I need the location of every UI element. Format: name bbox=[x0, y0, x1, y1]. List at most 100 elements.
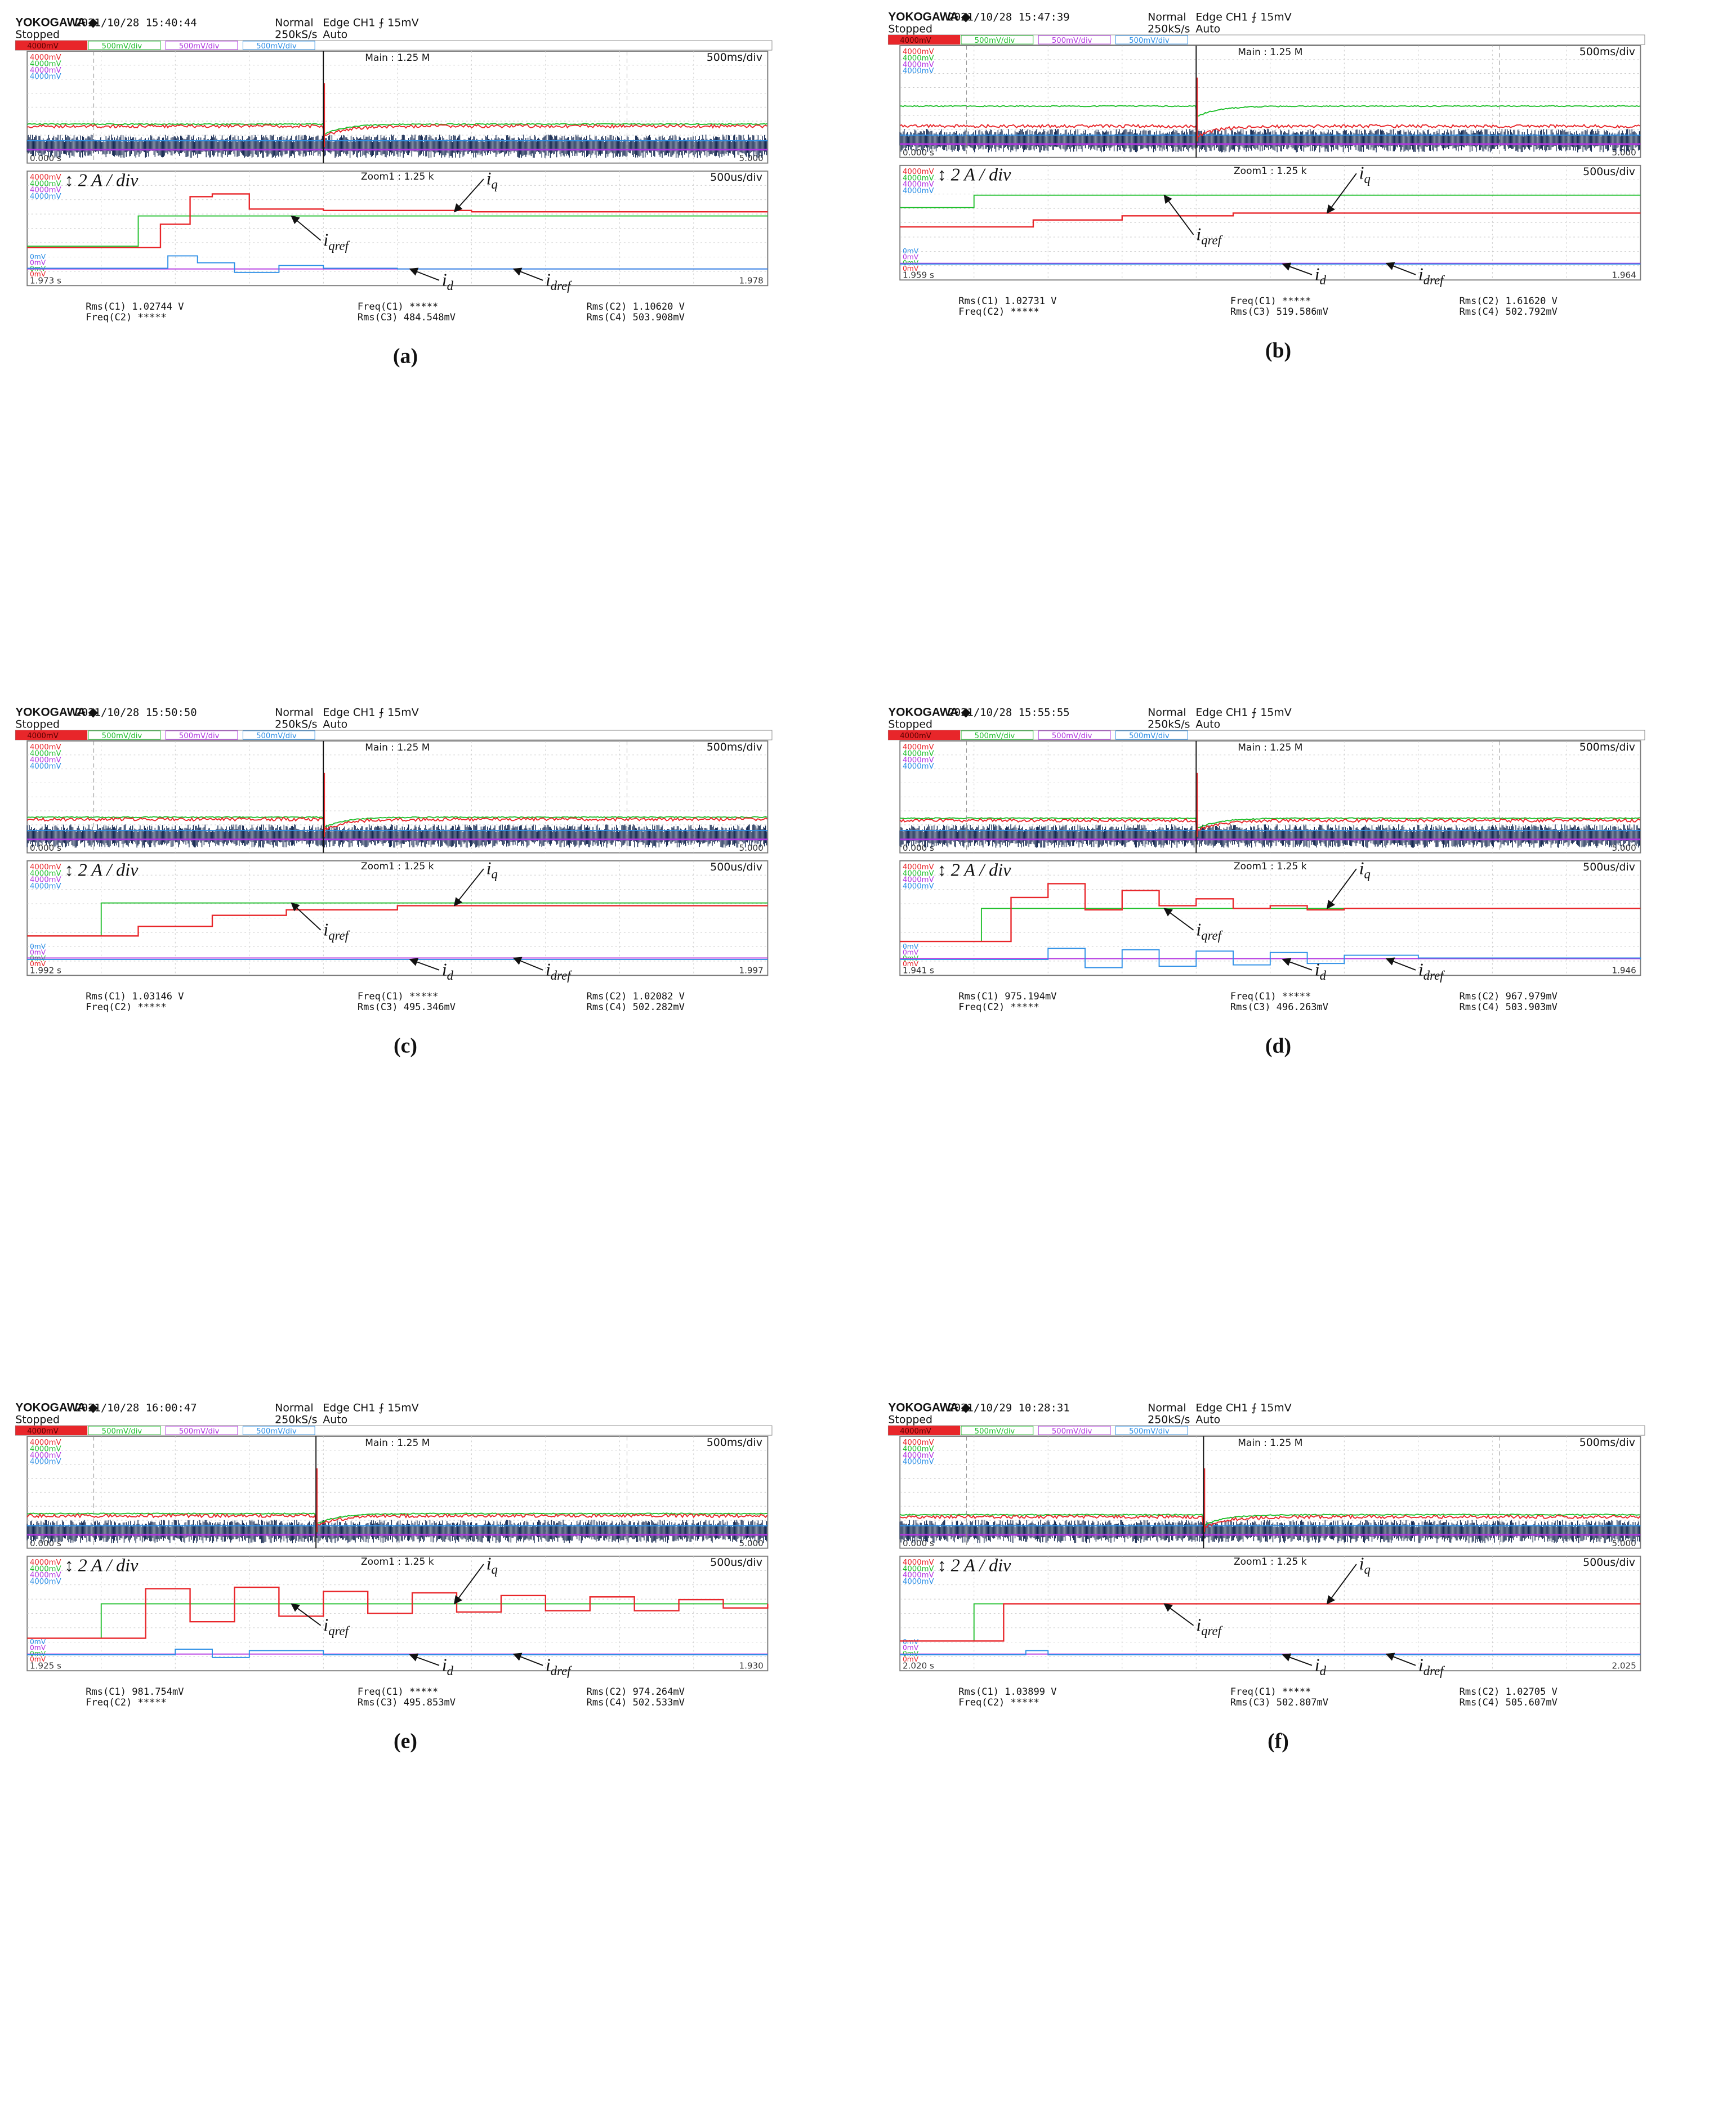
main-ch2-trace bbox=[26, 122, 767, 135]
main-label: Main : 1.25 M bbox=[365, 742, 430, 753]
main-ch1-trace bbox=[26, 1513, 768, 1527]
panel-letter: (e) bbox=[394, 1729, 417, 1753]
ch3-level: 4000mV bbox=[30, 66, 61, 75]
main-ch2-trace bbox=[27, 816, 767, 829]
scope-panel-5: YOKOGAWA ◆ 2021/10/29 10:28:31 Stopped Norm… bbox=[878, 1396, 1678, 2089]
zoom-end: 1.964 bbox=[1612, 270, 1636, 280]
freq-c2: Freq(C2) ***** bbox=[958, 1002, 1039, 1013]
ch3-tab bbox=[1038, 35, 1111, 44]
label-arrow bbox=[512, 1653, 543, 1666]
scale-annotation: ↕ 2 A / div bbox=[64, 859, 139, 879]
main-div-label: 500ms/div bbox=[1579, 741, 1635, 753]
ch1-tab bbox=[15, 1426, 88, 1436]
rate-label: 250kS/s bbox=[1148, 23, 1190, 35]
ch2-scale: 500mV/div bbox=[102, 42, 142, 51]
trigger-label: Edge CH1 ⨍ 15mV bbox=[323, 706, 418, 718]
ch4-scale: 500mV/div bbox=[1129, 732, 1170, 740]
freq-c1: Freq(C1) ***** bbox=[358, 991, 438, 1002]
ch1-level: 4000mV bbox=[30, 1439, 61, 1447]
main-ch1-trace bbox=[26, 816, 767, 832]
rms-c1: Rms(C1) 1.03899 V bbox=[958, 1686, 1056, 1698]
ch2-level: 4000mV bbox=[903, 54, 934, 62]
zero-level: 0mV bbox=[30, 1638, 46, 1646]
freq-c1: Freq(C1) ***** bbox=[1230, 991, 1311, 1002]
timestamp: 2021/10/28 16:00:47 bbox=[75, 1401, 197, 1414]
zoom-label: Zoom1 : 1.25 k bbox=[361, 1556, 434, 1568]
rms-c2: Rms(C2) 1.10620 V bbox=[587, 301, 685, 312]
ch1-level: 4000mV bbox=[30, 863, 61, 872]
main-label: Main : 1.25 M bbox=[365, 52, 430, 64]
main-div-label: 500ms/div bbox=[707, 51, 762, 64]
zoom-div-label: 500us/div bbox=[1583, 166, 1635, 178]
mode-label: Normal bbox=[1148, 1401, 1186, 1414]
label-arrow bbox=[1163, 908, 1194, 931]
main-ch2-trace bbox=[900, 105, 1640, 117]
zoom-window bbox=[899, 1555, 1641, 1672]
rms-c2: Rms(C2) 1.61620 V bbox=[1460, 296, 1558, 307]
zoom-label: Zoom1 : 1.25 k bbox=[1234, 166, 1307, 177]
main-ch2-trace bbox=[27, 1512, 767, 1525]
label-arrow bbox=[409, 1653, 440, 1666]
zero-level: 0mV bbox=[30, 1644, 46, 1651]
trigger-label: Edge CH1 ⨍ 15mV bbox=[1195, 11, 1291, 23]
main-div-label: 500ms/div bbox=[707, 1436, 762, 1449]
zoom-start: 1.925 s bbox=[30, 1660, 61, 1671]
zero-level: 0mV bbox=[903, 943, 919, 950]
label-arrow bbox=[291, 215, 322, 241]
ch2-tab bbox=[88, 41, 161, 50]
zoom-window bbox=[26, 170, 769, 287]
scope-panel-2: YOKOGAWA ◆ 2021/10/28 15:50:50 Stopped Norm… bbox=[6, 701, 805, 1394]
label-arrow bbox=[291, 1603, 322, 1626]
ch3-tab bbox=[165, 41, 238, 50]
zero-level: 0mV bbox=[903, 948, 919, 956]
ch3-level: 4000mV bbox=[30, 1452, 61, 1460]
auto-label: Auto bbox=[1195, 718, 1220, 730]
timestamp: 2021/10/28 15:50:50 bbox=[75, 706, 197, 718]
ch3-scale: 500mV/div bbox=[1052, 37, 1092, 45]
ch3-level: 4000mV bbox=[30, 186, 61, 195]
rms-c2: Rms(C2) 1.02082 V bbox=[587, 991, 685, 1002]
scope-svg: YOKOGAWA ◆2021/10/28 15:40:44 Stopped Norm… bbox=[15, 16, 773, 368]
rms-c3: Rms(C3) 496.263mV bbox=[1230, 1002, 1328, 1013]
rate-label: 250kS/s bbox=[275, 28, 317, 41]
main-start: 0.000 s bbox=[30, 1538, 61, 1548]
ch4-level: 4000mV bbox=[903, 762, 934, 771]
main-label: Main : 1.25 M bbox=[1238, 1437, 1302, 1449]
ch3-tab bbox=[1038, 1426, 1111, 1435]
trace-id bbox=[900, 1650, 1641, 1655]
zoom-window bbox=[899, 164, 1641, 281]
label-arrow bbox=[1163, 1603, 1194, 1626]
trace-iq bbox=[27, 1586, 769, 1639]
ch1-scale: 4000mV bbox=[27, 732, 59, 740]
mode-label: Normal bbox=[275, 1401, 313, 1414]
zero-level: 0mV bbox=[30, 948, 46, 956]
panel-letter: (f) bbox=[1268, 1729, 1289, 1753]
zero-level: 0mV bbox=[903, 265, 919, 273]
ch1-level: 4000mV bbox=[30, 1559, 61, 1567]
freq-c1: Freq(C1) ***** bbox=[1230, 1686, 1311, 1698]
label-arrow bbox=[1282, 262, 1313, 275]
zero-level: 0mV bbox=[30, 258, 46, 266]
ch3-level: 4000mV bbox=[903, 181, 934, 189]
brand-label: YOKOGAWA ◆ bbox=[888, 1401, 971, 1414]
panel-letter: (a) bbox=[393, 344, 418, 368]
timestamp: 2021/10/28 15:40:44 bbox=[75, 16, 197, 29]
rms-c1: Rms(C1) 1.03146 V bbox=[86, 991, 184, 1002]
ch2-scale: 500mV/div bbox=[102, 732, 142, 740]
trigger-label: Edge CH1 ⨍ 15mV bbox=[1195, 1401, 1291, 1414]
zoom-start: 2.020 s bbox=[903, 1660, 934, 1671]
ch1-level: 4000mV bbox=[903, 863, 934, 872]
ch4-tab bbox=[242, 1426, 315, 1435]
ch1-scale: 4000mV bbox=[900, 732, 931, 740]
scale-annotation: ↕ 2 A / div bbox=[64, 1555, 139, 1575]
label-arrow bbox=[1326, 173, 1357, 214]
main-div-label: 500ms/div bbox=[1579, 1436, 1635, 1449]
main-ch1-trace bbox=[27, 123, 767, 136]
scale-annotation: ↕ 2 A / div bbox=[937, 164, 1011, 184]
ch2-level: 4000mV bbox=[903, 749, 934, 758]
timestamp: 2021/10/29 10:28:31 bbox=[948, 1401, 1069, 1414]
ch1-tab bbox=[888, 35, 961, 45]
auto-label: Auto bbox=[323, 718, 347, 730]
rms-c2: Rms(C2) 967.979mV bbox=[1460, 991, 1558, 1002]
ch4-tab bbox=[242, 41, 315, 50]
